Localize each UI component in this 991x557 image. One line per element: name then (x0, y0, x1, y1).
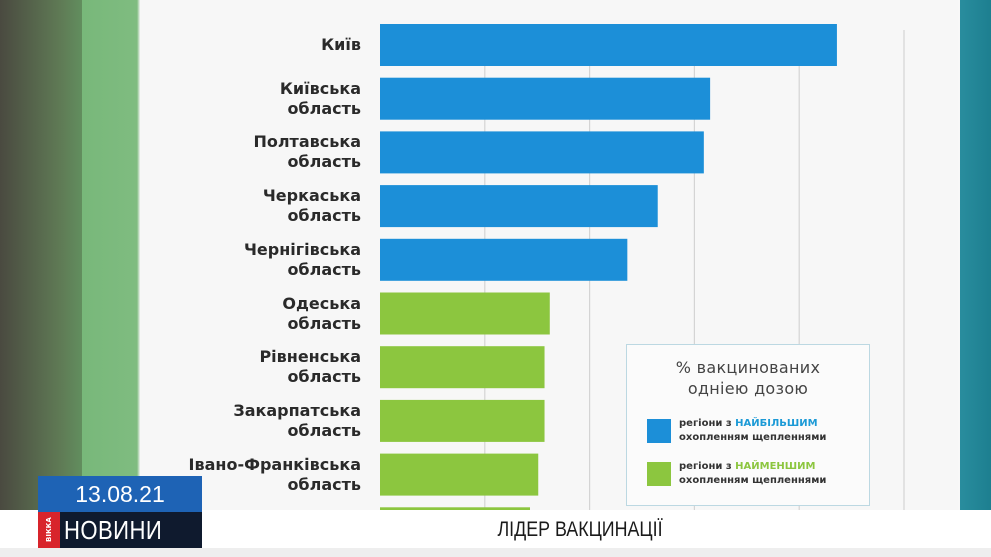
legend-highlight-top: НАЙБІЛЬШИМ (735, 418, 818, 429)
bar-9 (380, 453, 539, 496)
bar-8 (380, 399, 545, 442)
bar-7 (380, 346, 545, 389)
legend-suffix-top: охопленням щепленнями (679, 432, 827, 443)
news-section-label: НОВИНИ (64, 515, 163, 545)
category-label-7: Рівненська область (259, 347, 361, 387)
category-label-4: Черкаська область (262, 186, 361, 226)
category-label-1: Київ (321, 35, 361, 54)
legend-text-top: регіони з НАЙБІЛЬШИМ охопленням щеплення… (679, 417, 826, 445)
bar-3 (380, 131, 704, 174)
category-label-5: Чернігівська область (244, 239, 361, 279)
category-label-6: Одеська область (282, 293, 361, 333)
bar-5 (380, 238, 628, 281)
bar-6 (380, 292, 550, 335)
category-label-3: Полтавська область (253, 132, 361, 172)
legend-item-bottom: регіони з НАЙМЕНШИМ охопленням щепленням… (647, 460, 867, 490)
legend-suffix-bottom: охопленням щепленнями (679, 475, 827, 486)
legend-item-top: регіони з НАЙБІЛЬШИМ охопленням щеплення… (647, 417, 867, 447)
broadcast-date: 13.08.21 (38, 476, 202, 512)
bar-4 (380, 185, 658, 228)
category-label-2: Київська область (279, 78, 361, 118)
category-label-8: Закарпатська область (233, 400, 361, 440)
bar-1 (380, 24, 837, 66)
chart-legend: % вакцинованих одніею дозою регіони з НА… (626, 344, 870, 506)
legend-title: % вакцинованих одніею дозою (675, 358, 821, 398)
news-headline: ЛІДЕР ВАКЦИНАЦІЇ (497, 518, 663, 541)
legend-swatch-bottom (647, 462, 671, 486)
category-label-9: Івано-Франківська область (188, 454, 361, 494)
channel-logo: ВІККА (38, 512, 60, 548)
news-section-box (38, 512, 202, 548)
legend-prefix-bottom: регіони з (679, 461, 736, 472)
bar-2 (380, 77, 711, 120)
bottom-strip (0, 548, 991, 557)
legend-swatch-top (647, 419, 671, 443)
legend-highlight-bottom: НАЙМЕНШИМ (735, 461, 816, 472)
legend-text-bottom: регіони з НАЙМЕНШИМ охопленням щепленням… (679, 460, 826, 488)
legend-prefix-top: регіони з (679, 418, 736, 429)
